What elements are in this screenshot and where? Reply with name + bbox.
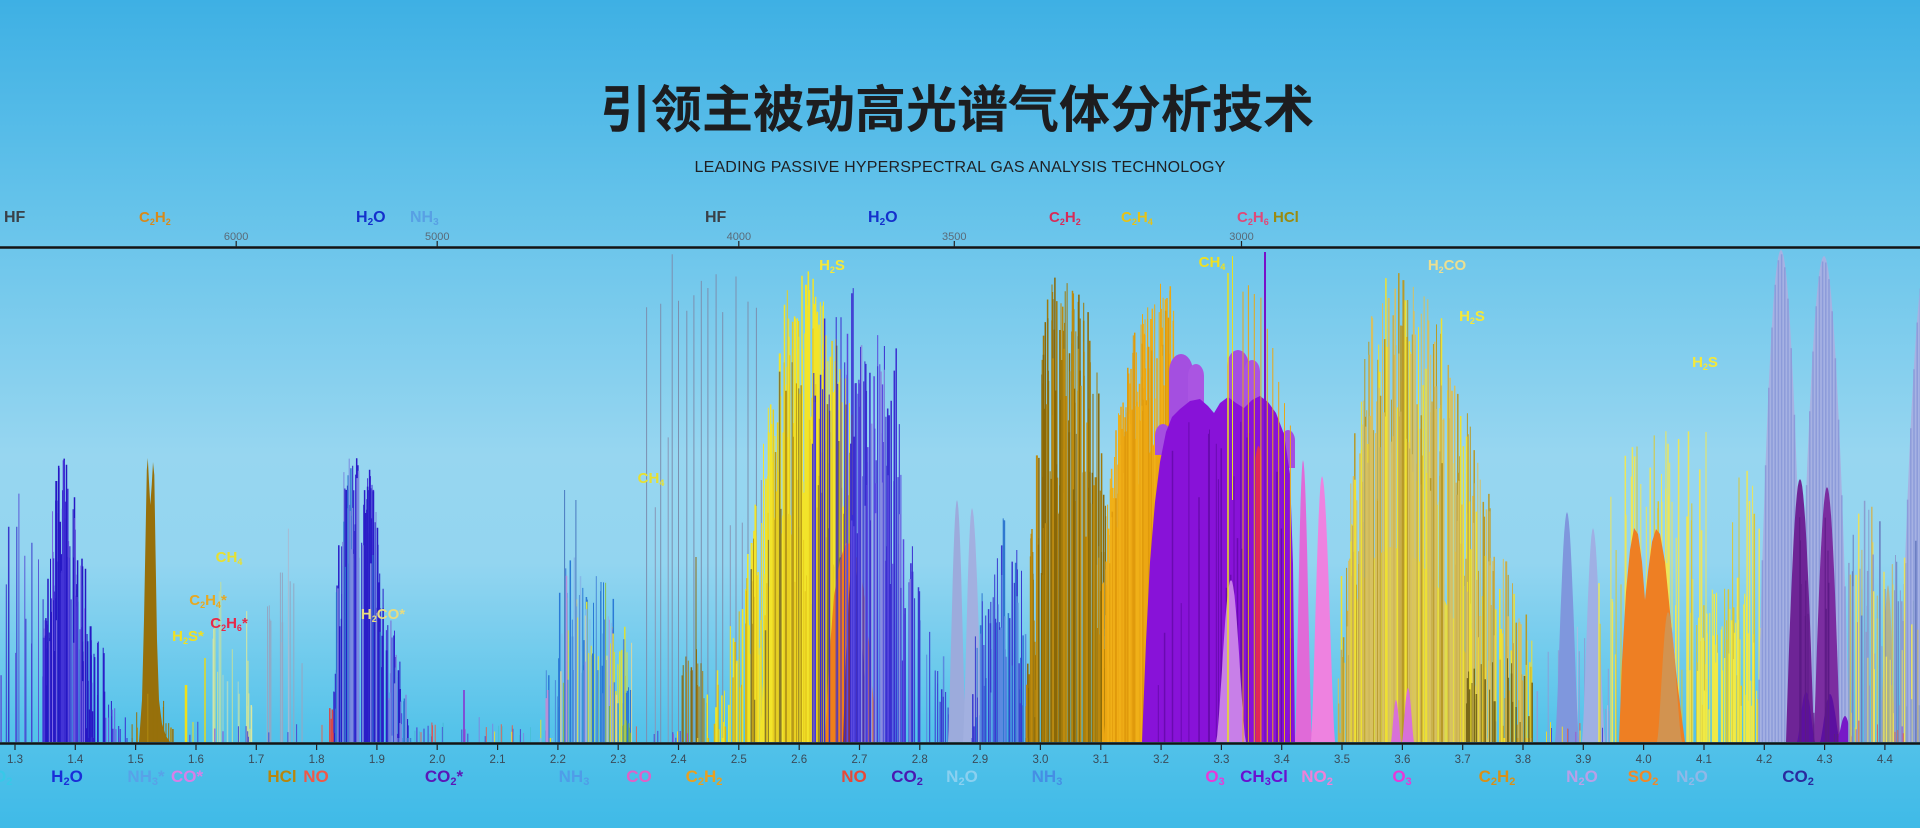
svg-text:3.7: 3.7 [1455,754,1471,766]
svg-text:3500: 3500 [942,231,966,243]
svg-text:H2​CO: H2​CO [1428,257,1467,275]
svg-text:SO2​: SO2​ [1628,767,1659,788]
svg-text:4.4: 4.4 [1877,754,1894,766]
svg-text:4.2: 4.2 [1756,754,1772,766]
svg-text:N2​O: N2​O [946,767,978,788]
svg-text:1.3: 1.3 [7,754,23,766]
svg-text:2.7: 2.7 [851,754,867,766]
svg-text:NO: NO [841,767,867,786]
svg-text:3.9: 3.9 [1575,754,1591,766]
svg-text:LEADING PASSIVE HYPERSPECTRAL: LEADING PASSIVE HYPERSPECTRAL GAS ANALYS… [694,159,1225,176]
svg-text:NH3​: NH3​ [410,209,439,228]
svg-text:2.1: 2.1 [490,754,506,766]
svg-text:1.5: 1.5 [128,754,144,766]
svg-text:H2​S*: H2​S* [172,628,204,646]
svg-text:N2​O: N2​O [1676,767,1708,788]
svg-text:3.4: 3.4 [1274,754,1291,766]
svg-text:HCl: HCl [1273,209,1299,226]
svg-text:4.3: 4.3 [1817,754,1833,766]
svg-text:H2​O: H2​O [868,209,898,228]
svg-text:HCl: HCl [267,767,296,786]
svg-text:NH3​: NH3​ [559,767,590,788]
svg-text:2.5: 2.5 [731,754,747,766]
svg-text:1.7: 1.7 [248,754,264,766]
svg-text:2.3: 2.3 [610,754,626,766]
svg-text:C2​H6​*: C2​H6​* [210,615,248,633]
svg-text:H2​O: H2​O [356,209,386,228]
svg-text:2.2: 2.2 [550,754,566,766]
svg-text:3.3: 3.3 [1213,754,1229,766]
svg-text:NH3​: NH3​ [1032,767,1063,788]
svg-text:CO: CO [626,767,652,786]
svg-text:H2​S: H2​S [1459,308,1485,326]
svg-text:H2​O: H2​O [51,767,83,788]
svg-text:2.8: 2.8 [912,754,928,766]
svg-text:C2​H2​: C2​H2​ [686,767,723,788]
svg-text:C2​H2​: C2​H2​ [1049,209,1081,227]
svg-text:NH3​*: NH3​* [127,767,165,788]
svg-text:1.8: 1.8 [309,754,325,766]
svg-text:5000: 5000 [425,231,449,243]
svg-text:4000: 4000 [727,231,751,243]
svg-text:CO2​*: CO2​* [425,767,464,788]
svg-text:3.2: 3.2 [1153,754,1169,766]
svg-text:N2​O: N2​O [1566,767,1598,788]
svg-text:C2​H2​: C2​H2​ [139,209,171,227]
svg-text:3000: 3000 [1229,231,1253,243]
svg-text:3.8: 3.8 [1515,754,1531,766]
svg-text:C2​H4​*: C2​H4​* [189,592,227,610]
svg-text:C2​H2​: C2​H2​ [1479,767,1516,788]
svg-text:C2​H4​: C2​H4​ [1121,209,1153,227]
svg-text:4.1: 4.1 [1696,754,1712,766]
svg-text:CH4​: CH4​ [638,470,665,488]
svg-text:CO2​: CO2​ [1782,767,1814,788]
svg-text:2.0: 2.0 [429,754,445,766]
svg-text:1.4: 1.4 [67,754,84,766]
svg-text:C2​H6​: C2​H6​ [1237,209,1269,227]
svg-text:4.0: 4.0 [1636,754,1652,766]
svg-text:H2​S: H2​S [819,257,845,275]
svg-text:CH4​: CH4​ [1199,254,1226,272]
svg-text:3.1: 3.1 [1093,754,1109,766]
svg-text:NO2​: NO2​ [1301,767,1333,788]
svg-text:HF: HF [4,209,26,226]
svg-text:CO*: CO* [171,767,204,786]
svg-text:H2​S: H2​S [1692,354,1718,372]
svg-text:3.5: 3.5 [1334,754,1350,766]
svg-text:CH3​Cl: CH3​Cl [1240,767,1288,788]
svg-text:6000: 6000 [224,231,248,243]
svg-text:2.9: 2.9 [972,754,988,766]
svg-text:3.6: 3.6 [1394,754,1410,766]
svg-text:CO2​: CO2​ [891,767,923,788]
svg-text:2.6: 2.6 [791,754,807,766]
svg-text:1.6: 1.6 [188,754,204,766]
svg-text:CH4​: CH4​ [216,549,243,567]
svg-text:1.9: 1.9 [369,754,385,766]
svg-text:HF: HF [705,209,727,226]
svg-text:NO: NO [303,767,329,786]
svg-text:3.0: 3.0 [1032,754,1048,766]
svg-text:H2​CO*: H2​CO* [361,606,405,624]
svg-text:2.4: 2.4 [671,754,688,766]
